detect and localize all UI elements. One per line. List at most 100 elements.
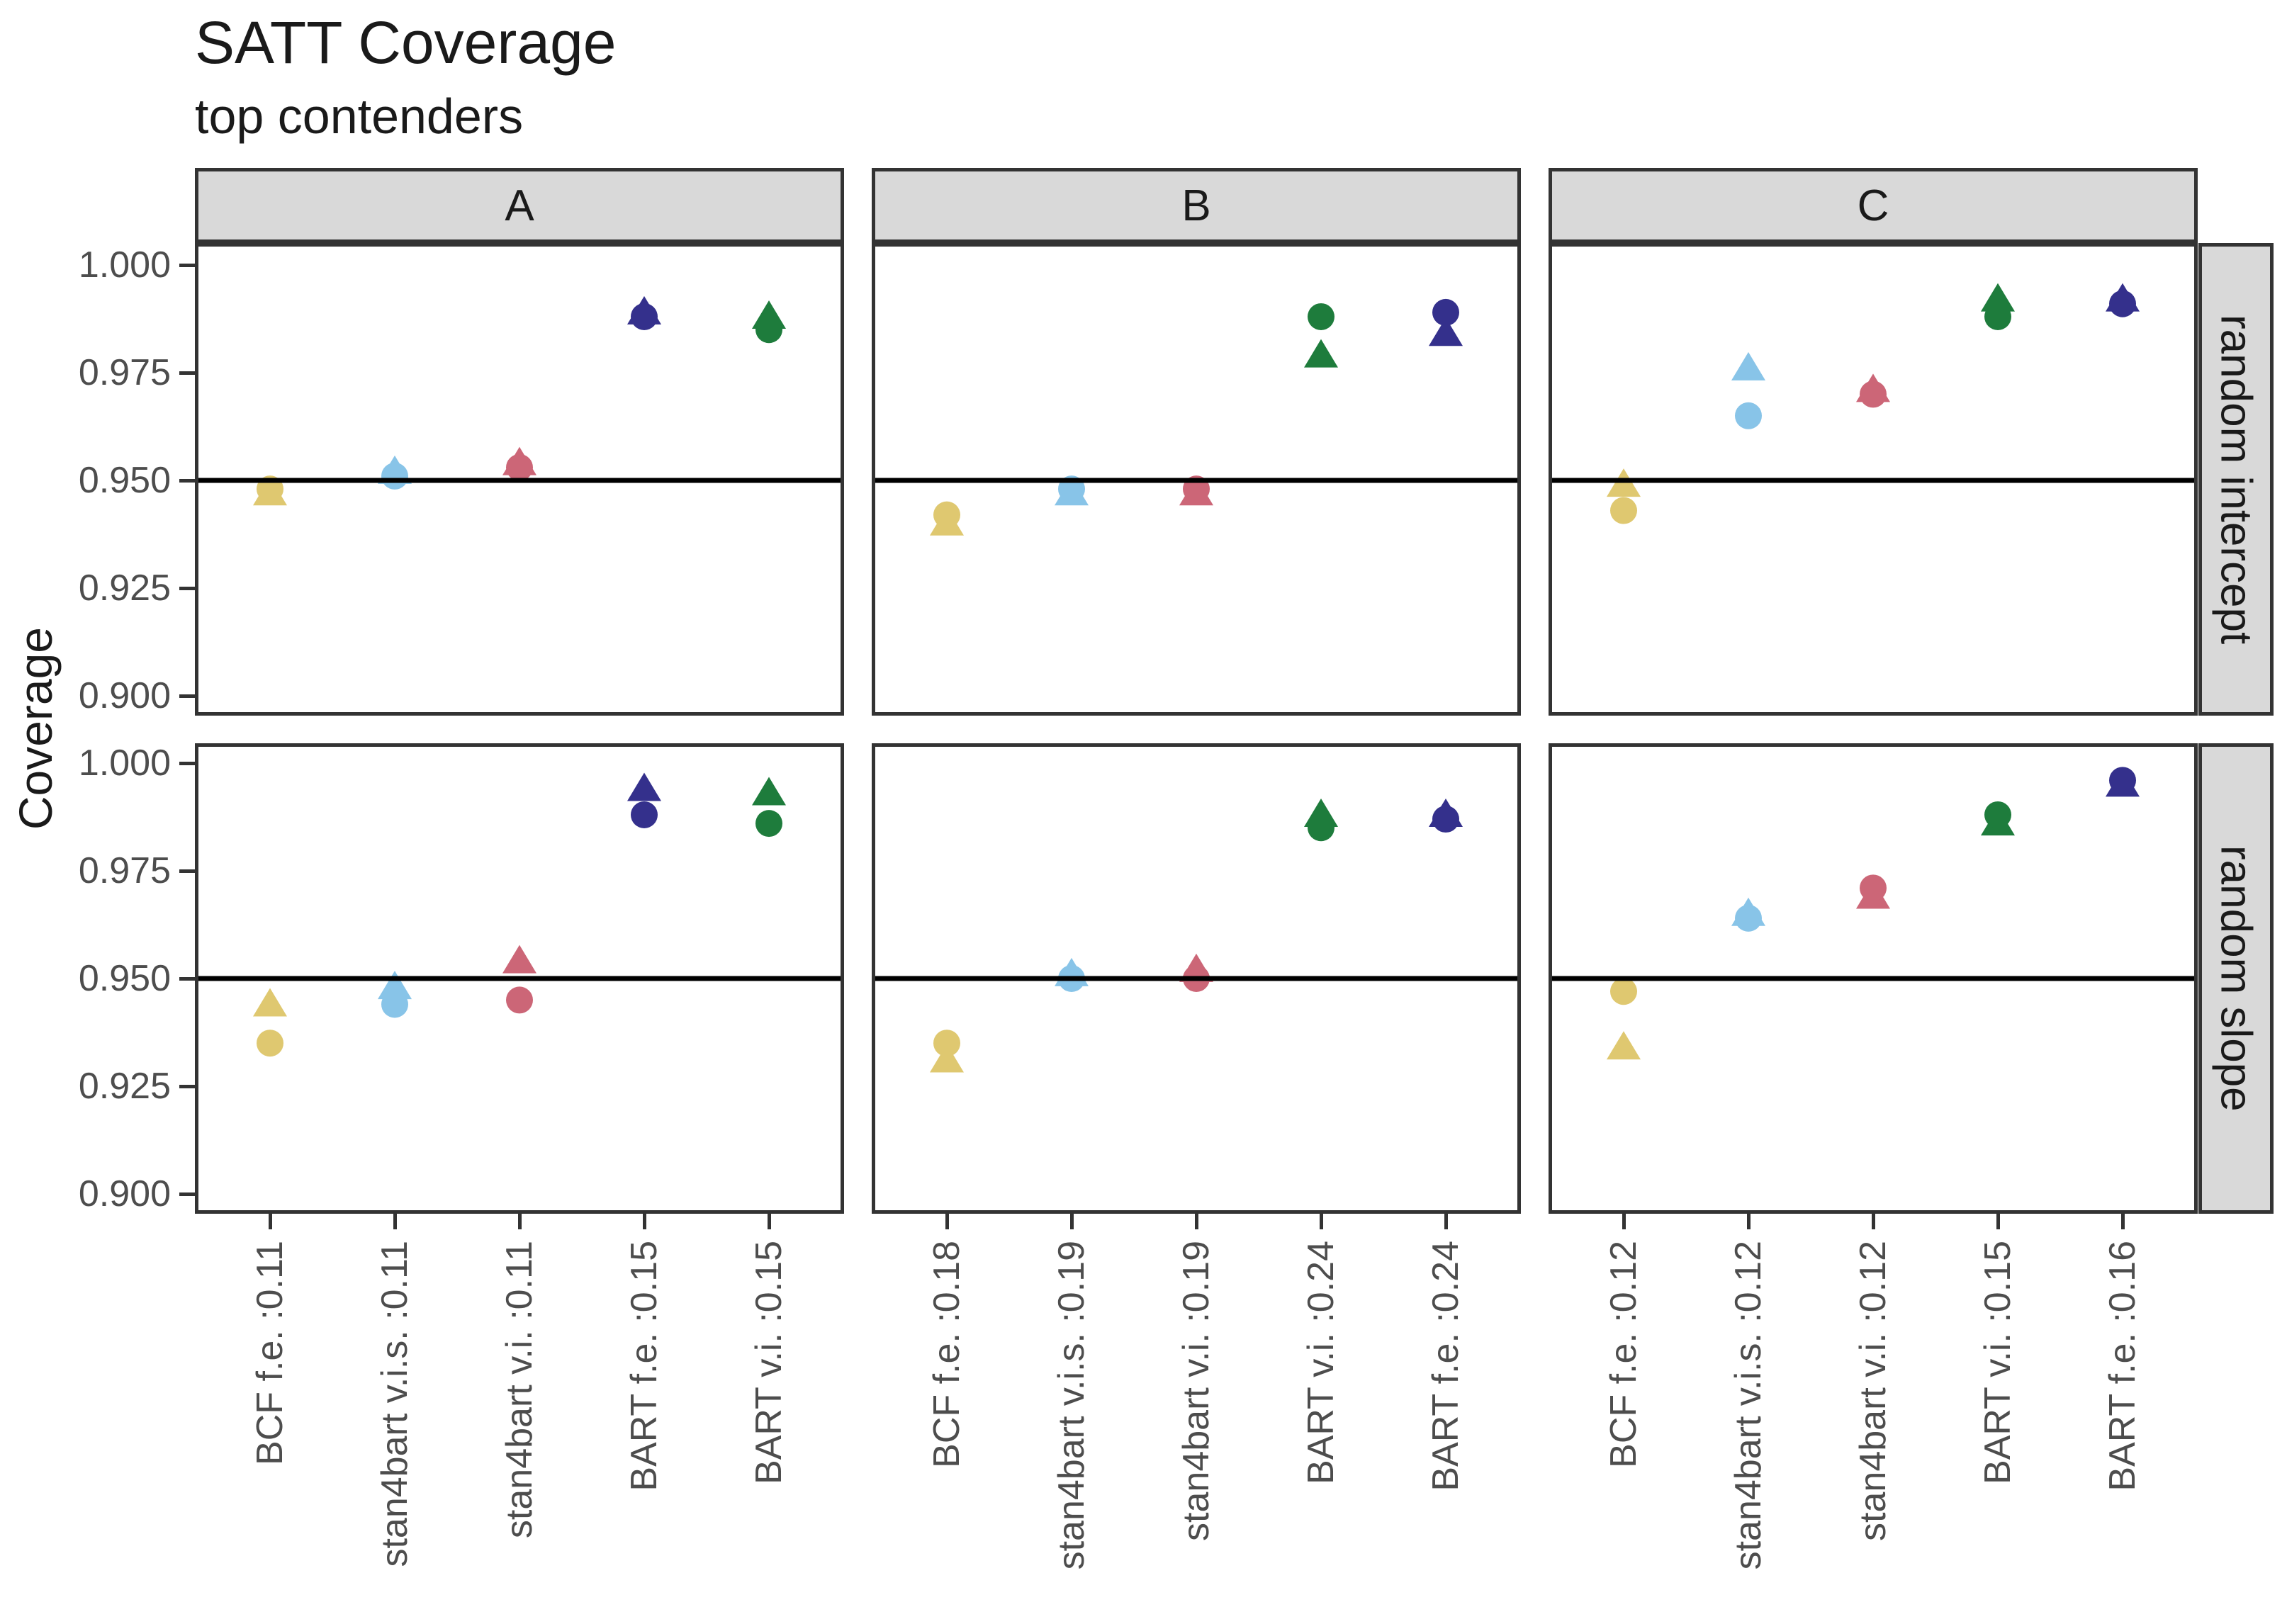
x-tick-label: BART v.i. :0.24 [1300, 1241, 1342, 1484]
x-tick [945, 1214, 949, 1229]
x-tick-label-wrap: BCF f.e. :0.12 [1601, 1241, 1646, 1623]
x-tick [1069, 1214, 1074, 1229]
y-tick [179, 586, 195, 590]
point-circle [1610, 978, 1637, 1005]
panel-border [872, 243, 1521, 716]
x-tick-label: BART f.e. :0.16 [2102, 1241, 2143, 1492]
x-tick-label-wrap: BCF f.e. :0.11 [247, 1241, 293, 1623]
point-circle [1984, 801, 2011, 828]
y-tick-label: 0.900 [78, 1173, 171, 1214]
x-tick-label: BART v.i. :0.15 [748, 1241, 790, 1484]
point-circle [933, 501, 960, 529]
facet-strip-random-intercept-label: random intercept [2211, 314, 2261, 645]
point-triangle [930, 1044, 964, 1073]
x-tick [767, 1214, 771, 1229]
y-tick [179, 478, 195, 483]
y-tick-label: 0.950 [78, 958, 171, 999]
x-tick-label-wrap: BART v.i. :0.15 [1975, 1241, 2021, 1623]
point-circle [933, 1030, 960, 1057]
point-circle [1308, 814, 1334, 842]
y-tick [179, 869, 195, 873]
x-tick [1622, 1214, 1626, 1229]
point-circle [631, 303, 658, 330]
x-tick [1871, 1214, 1875, 1229]
panel-A-random-slope [195, 743, 844, 1214]
x-tick-label: stan4bart v.i. :0.12 [1853, 1241, 1894, 1541]
plot-subtitle: top contenders [195, 89, 524, 144]
x-tick-label-wrap: BART v.i. :0.15 [746, 1241, 792, 1623]
y-tick-label: 0.900 [78, 675, 171, 716]
point-triangle [378, 971, 412, 1000]
facet-strip-B: B [872, 168, 1521, 243]
point-circle [381, 462, 408, 490]
point-triangle [1731, 351, 1765, 380]
facet-strip-C-label: C [1857, 181, 1889, 230]
x-tick [1194, 1214, 1198, 1229]
y-tick [179, 1084, 195, 1088]
x-tick-label-wrap: BART v.i. :0.24 [1298, 1241, 1344, 1623]
x-tick-label-wrap: stan4bart v.i.s. :0.12 [1726, 1241, 1771, 1623]
x-tick-label: BART v.i. :0.15 [1977, 1241, 2018, 1484]
y-tick [179, 1192, 195, 1196]
reference-line-0.95 [1549, 976, 2198, 981]
panel-border [1549, 243, 2198, 716]
x-tick [268, 1214, 272, 1229]
x-tick [1319, 1214, 1323, 1229]
x-tick-label: BCF f.e. :0.12 [1603, 1241, 1644, 1468]
facet-strip-B-label: B [1181, 181, 1211, 230]
y-tick-label: 0.925 [78, 1066, 171, 1107]
y-tick [179, 263, 195, 267]
point-circle [381, 991, 408, 1018]
y-tick [179, 761, 195, 765]
point-circle [1432, 298, 1459, 326]
reference-line-0.95 [872, 976, 1521, 981]
panel-A-random-intercept [195, 243, 844, 716]
point-triangle [253, 988, 287, 1017]
x-tick [1996, 1214, 2000, 1229]
facet-strip-random-intercept: random intercept [2198, 243, 2274, 716]
panel-border [1549, 743, 2198, 1214]
x-tick-label: BCF f.e. :0.18 [926, 1241, 967, 1468]
facet-strip-random-slope-label: random slope [2211, 845, 2261, 1112]
facet-strip-random-slope: random slope [2198, 743, 2274, 1214]
panel-B-random-slope [872, 743, 1521, 1214]
x-tick-label: stan4bart v.i.s. :0.12 [1728, 1241, 1769, 1570]
x-tick-label: BART f.e. :0.15 [624, 1241, 665, 1492]
x-tick-label-wrap: BART f.e. :0.24 [1423, 1241, 1468, 1623]
x-tick-label-wrap: BART f.e. :0.15 [622, 1241, 667, 1623]
plot-title: SATT Coverage [195, 9, 617, 76]
point-circle [1432, 806, 1459, 833]
y-tick-label: 1.000 [78, 244, 171, 286]
y-tick [179, 694, 195, 698]
y-tick-label: 0.975 [78, 352, 171, 393]
point-triangle [1981, 283, 2015, 312]
panel-C-random-intercept [1549, 243, 2198, 716]
panel-C-random-slope [1549, 743, 2198, 1214]
x-tick-label: stan4bart v.i. :0.11 [499, 1241, 540, 1539]
point-circle [1860, 380, 1887, 408]
y-tick-label: 0.950 [78, 460, 171, 501]
x-tick-label-wrap: stan4bart v.i.s. :0.11 [372, 1241, 417, 1623]
x-tick [1444, 1214, 1448, 1229]
point-circle [631, 801, 658, 828]
facet-strip-A-label: A [505, 181, 534, 230]
y-axis-title-text: Coverage [9, 626, 62, 830]
point-circle [506, 986, 533, 1014]
reference-line-0.95 [195, 478, 844, 483]
reference-line-0.95 [872, 478, 1521, 483]
x-tick-label-wrap: stan4bart v.i. :0.19 [1174, 1241, 1219, 1623]
point-circle [506, 453, 533, 481]
panel-border [195, 743, 844, 1214]
x-tick [517, 1214, 522, 1229]
point-triangle [752, 777, 786, 806]
point-triangle [1304, 339, 1338, 368]
point-circle [1984, 303, 2011, 330]
x-tick-label: BART f.e. :0.24 [1425, 1241, 1466, 1492]
point-circle [1308, 303, 1334, 330]
reference-line-0.95 [195, 976, 844, 981]
point-circle [257, 1030, 283, 1057]
panel-border [195, 243, 844, 716]
x-tick-label: stan4bart v.i.s. :0.11 [374, 1241, 415, 1567]
x-tick [642, 1214, 646, 1229]
